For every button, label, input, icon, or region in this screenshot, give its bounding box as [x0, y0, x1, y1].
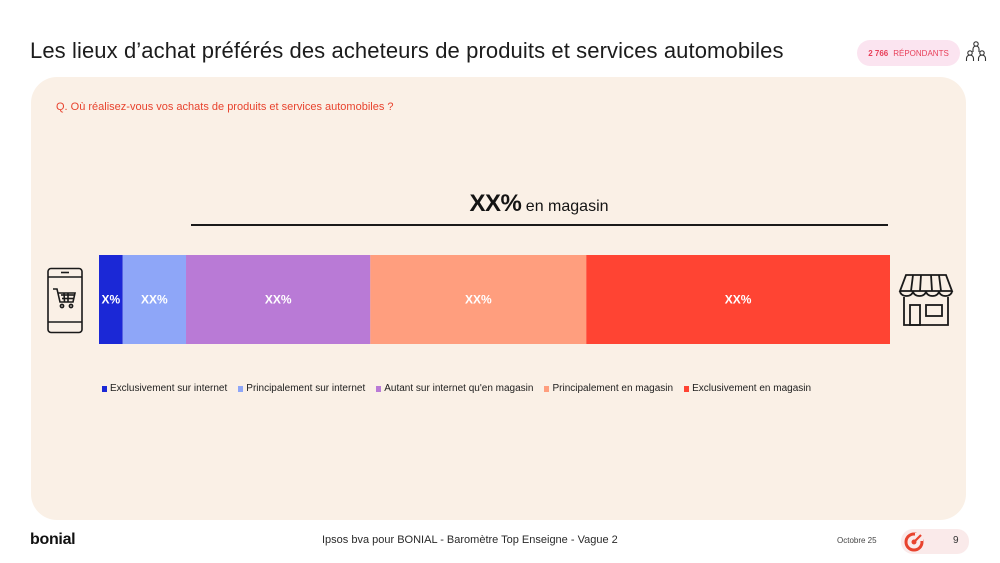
legend-label: Exclusivement sur internet: [110, 383, 228, 394]
bar-segment-2: [122, 255, 187, 344]
legend-item: Principalement en magasin: [544, 383, 673, 394]
chart-legend: Exclusivement sur internet Principalemen…: [102, 383, 811, 394]
bonial-logo: bonial: [30, 531, 76, 548]
legend-swatch: [102, 385, 107, 392]
footer-date: Octobre 25: [837, 536, 877, 545]
bar-segment-label-5: XX%: [725, 293, 752, 307]
bar-segment-3: [186, 255, 371, 344]
respondents-count: 2 766: [868, 48, 889, 58]
bar-segment-4: [370, 255, 587, 344]
legend-item: Autant sur internet qu'en magasin: [376, 383, 533, 394]
legend-item: Principalement sur internet: [238, 383, 365, 394]
bar-segment-label-2: XX%: [141, 293, 168, 307]
headline-underline: [191, 224, 888, 226]
page-number: 9: [953, 535, 959, 546]
legend-label: Principalement sur internet: [246, 383, 366, 394]
bar-segment-label-4: XX%: [465, 293, 492, 307]
legend-swatch: [684, 385, 690, 392]
store-icon: [898, 274, 954, 326]
ipsos-logo-icon: [904, 532, 924, 552]
smartphone-cart-icon: [47, 267, 83, 334]
footer-source: Ipsos bva pour BONIAL - Baromètre Top En…: [322, 534, 618, 546]
legend-swatch: [238, 385, 244, 392]
bar-segment-1: [99, 255, 123, 344]
headline: XX% en magasin: [190, 190, 888, 218]
question-text: Q. Où réalisez-vous vos achats de produi…: [56, 101, 394, 113]
legend-label: Exclusivement en magasin: [692, 383, 812, 394]
legend-label: Principalement en magasin: [552, 383, 674, 394]
legend-swatch: [544, 385, 550, 392]
respondents-label: RÉPONDANTS: [893, 48, 949, 58]
bar-segment-label-3: XX%: [265, 293, 292, 307]
legend-label: Autant sur internet qu'en magasin: [384, 383, 534, 394]
legend-item: Exclusivement sur internet: [102, 383, 227, 394]
respondents-badge: 2 766 RÉPONDANTS: [857, 40, 960, 66]
people-icon: [965, 41, 987, 61]
legend-swatch: [376, 385, 382, 392]
bar-segment-5: [586, 255, 890, 344]
headline-text: en magasin: [525, 198, 609, 215]
page-title: Les lieux d’achat préférés des acheteurs…: [30, 38, 784, 63]
headline-value: XX%: [469, 190, 522, 217]
bar-segment-label-1: X%: [102, 293, 121, 307]
legend-item: Exclusivement en magasin: [684, 383, 811, 394]
